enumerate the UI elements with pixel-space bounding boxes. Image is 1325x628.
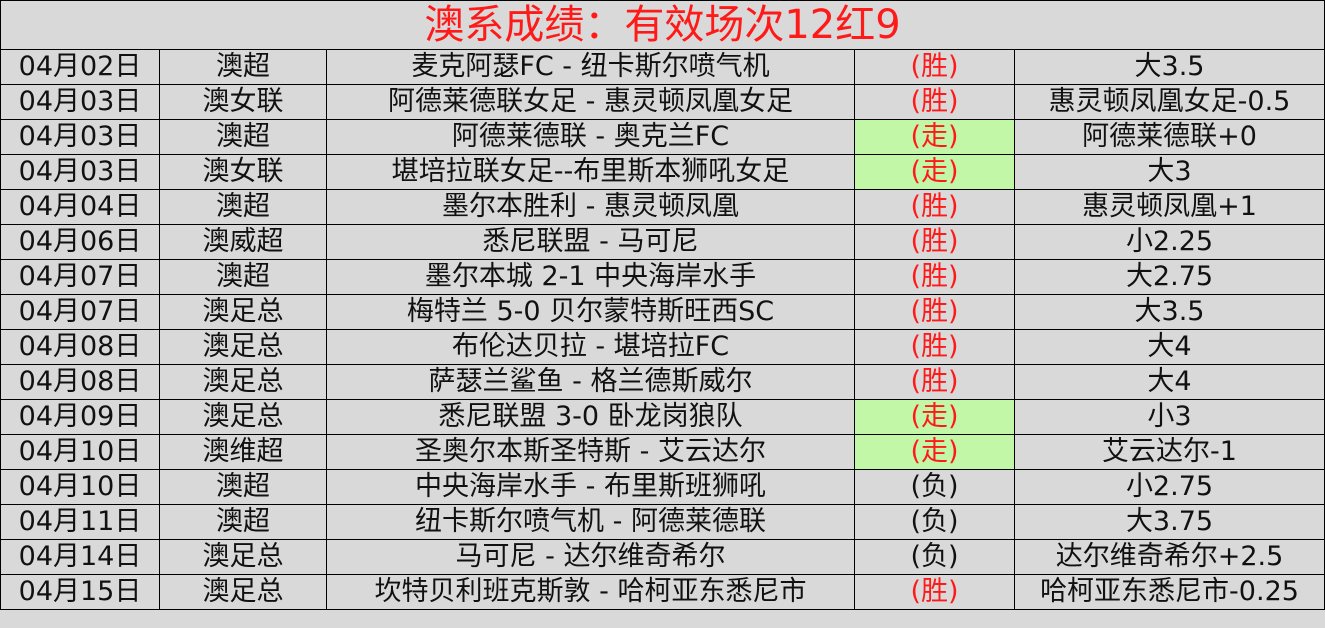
match-cell: 麦克阿瑟FC - 纽卡斯尔喷气机	[326, 49, 855, 85]
result-cell: (胜)	[854, 189, 1015, 225]
table-row: 04月09日 澳足总 悉尼联盟 3-0 卧龙岗狼队 (走) 小3	[0, 399, 1325, 435]
match-cell: 阿德莱德联 - 奥克兰FC	[326, 119, 855, 155]
pick-cell: 大4	[1013, 329, 1325, 365]
table-row: 04月07日 澳超 墨尔本城 2-1 中央海岸水手 (胜) 大2.75	[0, 259, 1325, 295]
match-cell: 梅特兰 5-0 贝尔蒙特斯旺西SC	[326, 294, 855, 330]
date-cell: 04月10日	[0, 469, 160, 505]
pick-cell: 大3.75	[1013, 504, 1325, 540]
league-cell: 澳威超	[159, 224, 327, 260]
pick-cell: 阿德莱德联+0	[1013, 119, 1325, 155]
league-cell: 澳足总	[159, 364, 327, 400]
league-cell: 澳女联	[159, 84, 327, 120]
pick-cell: 艾云达尔-1	[1013, 434, 1325, 470]
date-cell: 04月03日	[0, 119, 160, 155]
page-title: 澳系成绩：有效场次12红9	[0, 0, 1325, 50]
table-row: 04月03日 澳女联 阿德莱德联女足 - 惠灵顿凤凰女足 (胜) 惠灵顿凤凰女足-0.5	[0, 84, 1325, 120]
pick-cell: 惠灵顿凤凰女足-0.5	[1013, 84, 1325, 120]
result-cell: (胜)	[854, 259, 1015, 295]
date-cell: 04月15日	[0, 574, 160, 610]
date-cell: 04月03日	[0, 84, 160, 120]
result-cell: (走)	[854, 434, 1015, 470]
league-cell: 澳足总	[159, 399, 327, 435]
match-cell: 马可尼 - 达尔维奇希尔	[326, 539, 855, 575]
date-cell: 04月09日	[0, 399, 160, 435]
result-cell: (走)	[854, 119, 1015, 155]
pick-cell: 大3.5	[1013, 294, 1325, 330]
league-cell: 澳超	[159, 49, 327, 85]
pick-cell: 惠灵顿凤凰+1	[1013, 189, 1325, 225]
date-cell: 04月06日	[0, 224, 160, 260]
table-row: 04月07日 澳足总 梅特兰 5-0 贝尔蒙特斯旺西SC (胜) 大3.5	[0, 294, 1325, 330]
match-cell: 悉尼联盟 3-0 卧龙岗狼队	[326, 399, 855, 435]
pick-cell: 达尔维奇希尔+2.5	[1013, 539, 1325, 575]
league-cell: 澳超	[159, 259, 327, 295]
result-cell: (胜)	[854, 364, 1015, 400]
match-cell: 坎特贝利班克斯敦 - 哈柯亚东悉尼市	[326, 574, 855, 610]
table-row: 04月03日 澳女联 堪培拉联女足--布里斯本狮吼女足 (走) 大3	[0, 154, 1325, 190]
date-cell: 04月07日	[0, 259, 160, 295]
league-cell: 澳超	[159, 469, 327, 505]
table-row: 04月15日 澳足总 坎特贝利班克斯敦 - 哈柯亚东悉尼市 (胜) 哈柯亚东悉尼市-0.…	[0, 574, 1325, 610]
pick-cell: 小2.75	[1013, 469, 1325, 505]
match-cell: 墨尔本城 2-1 中央海岸水手	[326, 259, 855, 295]
match-cell: 布伦达贝拉 - 堪培拉FC	[326, 329, 855, 365]
league-cell: 澳超	[159, 504, 327, 540]
result-cell: (走)	[854, 399, 1015, 435]
result-cell: (胜)	[854, 224, 1015, 260]
pick-cell: 大3.5	[1013, 49, 1325, 85]
league-cell: 澳足总	[159, 329, 327, 365]
result-cell: (胜)	[854, 329, 1015, 365]
table-row: 04月03日 澳超 阿德莱德联 - 奥克兰FC (走) 阿德莱德联+0	[0, 119, 1325, 155]
table-row: 04月10日 澳维超 圣奥尔本斯圣特斯 - 艾云达尔 (走) 艾云达尔-1	[0, 434, 1325, 470]
table-row: 04月08日 澳足总 布伦达贝拉 - 堪培拉FC (胜) 大4	[0, 329, 1325, 365]
table-row: 04月14日 澳足总 马可尼 - 达尔维奇希尔 (负) 达尔维奇希尔+2.5	[0, 539, 1325, 575]
match-cell: 悉尼联盟 - 马可尼	[326, 224, 855, 260]
league-cell: 澳超	[159, 189, 327, 225]
result-cell: (走)	[854, 154, 1015, 190]
pick-cell: 大4	[1013, 364, 1325, 400]
results-table: 澳系成绩：有效场次12红9 04月02日 澳超 麦克阿瑟FC - 纽卡斯尔喷气机 (胜…	[0, 0, 1325, 610]
result-cell: (负)	[854, 504, 1015, 540]
table-row: 04月11日 澳超 纽卡斯尔喷气机 - 阿德莱德联 (负) 大3.75	[0, 504, 1325, 540]
match-cell: 圣奥尔本斯圣特斯 - 艾云达尔	[326, 434, 855, 470]
date-cell: 04月11日	[0, 504, 160, 540]
date-cell: 04月04日	[0, 189, 160, 225]
match-cell: 萨瑟兰鲨鱼 - 格兰德斯威尔	[326, 364, 855, 400]
league-cell: 澳足总	[159, 574, 327, 610]
league-cell: 澳超	[159, 119, 327, 155]
league-cell: 澳女联	[159, 154, 327, 190]
result-cell: (胜)	[854, 49, 1015, 85]
date-cell: 04月03日	[0, 154, 160, 190]
match-cell: 纽卡斯尔喷气机 - 阿德莱德联	[326, 504, 855, 540]
pick-cell: 小2.25	[1013, 224, 1325, 260]
date-cell: 04月08日	[0, 329, 160, 365]
table-row: 04月02日 澳超 麦克阿瑟FC - 纽卡斯尔喷气机 (胜) 大3.5	[0, 49, 1325, 85]
pick-cell: 大2.75	[1013, 259, 1325, 295]
result-cell: (负)	[854, 539, 1015, 575]
result-cell: (胜)	[854, 84, 1015, 120]
pick-cell: 哈柯亚东悉尼市-0.25	[1013, 574, 1325, 610]
date-cell: 04月07日	[0, 294, 160, 330]
date-cell: 04月08日	[0, 364, 160, 400]
title-row: 澳系成绩：有效场次12红9	[0, 0, 1325, 50]
date-cell: 04月10日	[0, 434, 160, 470]
table-row: 04月06日 澳威超 悉尼联盟 - 马可尼 (胜) 小2.25	[0, 224, 1325, 260]
table-row: 04月10日 澳超 中央海岸水手 - 布里斯班狮吼 (负) 小2.75	[0, 469, 1325, 505]
league-cell: 澳足总	[159, 539, 327, 575]
match-cell: 墨尔本胜利 - 惠灵顿凤凰	[326, 189, 855, 225]
league-cell: 澳足总	[159, 294, 327, 330]
league-cell: 澳维超	[159, 434, 327, 470]
table-row: 04月04日 澳超 墨尔本胜利 - 惠灵顿凤凰 (胜) 惠灵顿凤凰+1	[0, 189, 1325, 225]
date-cell: 04月02日	[0, 49, 160, 85]
date-cell: 04月14日	[0, 539, 160, 575]
result-cell: (胜)	[854, 294, 1015, 330]
pick-cell: 小3	[1013, 399, 1325, 435]
match-cell: 堪培拉联女足--布里斯本狮吼女足	[326, 154, 855, 190]
result-cell: (胜)	[854, 574, 1015, 610]
match-cell: 中央海岸水手 - 布里斯班狮吼	[326, 469, 855, 505]
result-cell: (负)	[854, 469, 1015, 505]
match-cell: 阿德莱德联女足 - 惠灵顿凤凰女足	[326, 84, 855, 120]
table-row: 04月08日 澳足总 萨瑟兰鲨鱼 - 格兰德斯威尔 (胜) 大4	[0, 364, 1325, 400]
pick-cell: 大3	[1013, 154, 1325, 190]
